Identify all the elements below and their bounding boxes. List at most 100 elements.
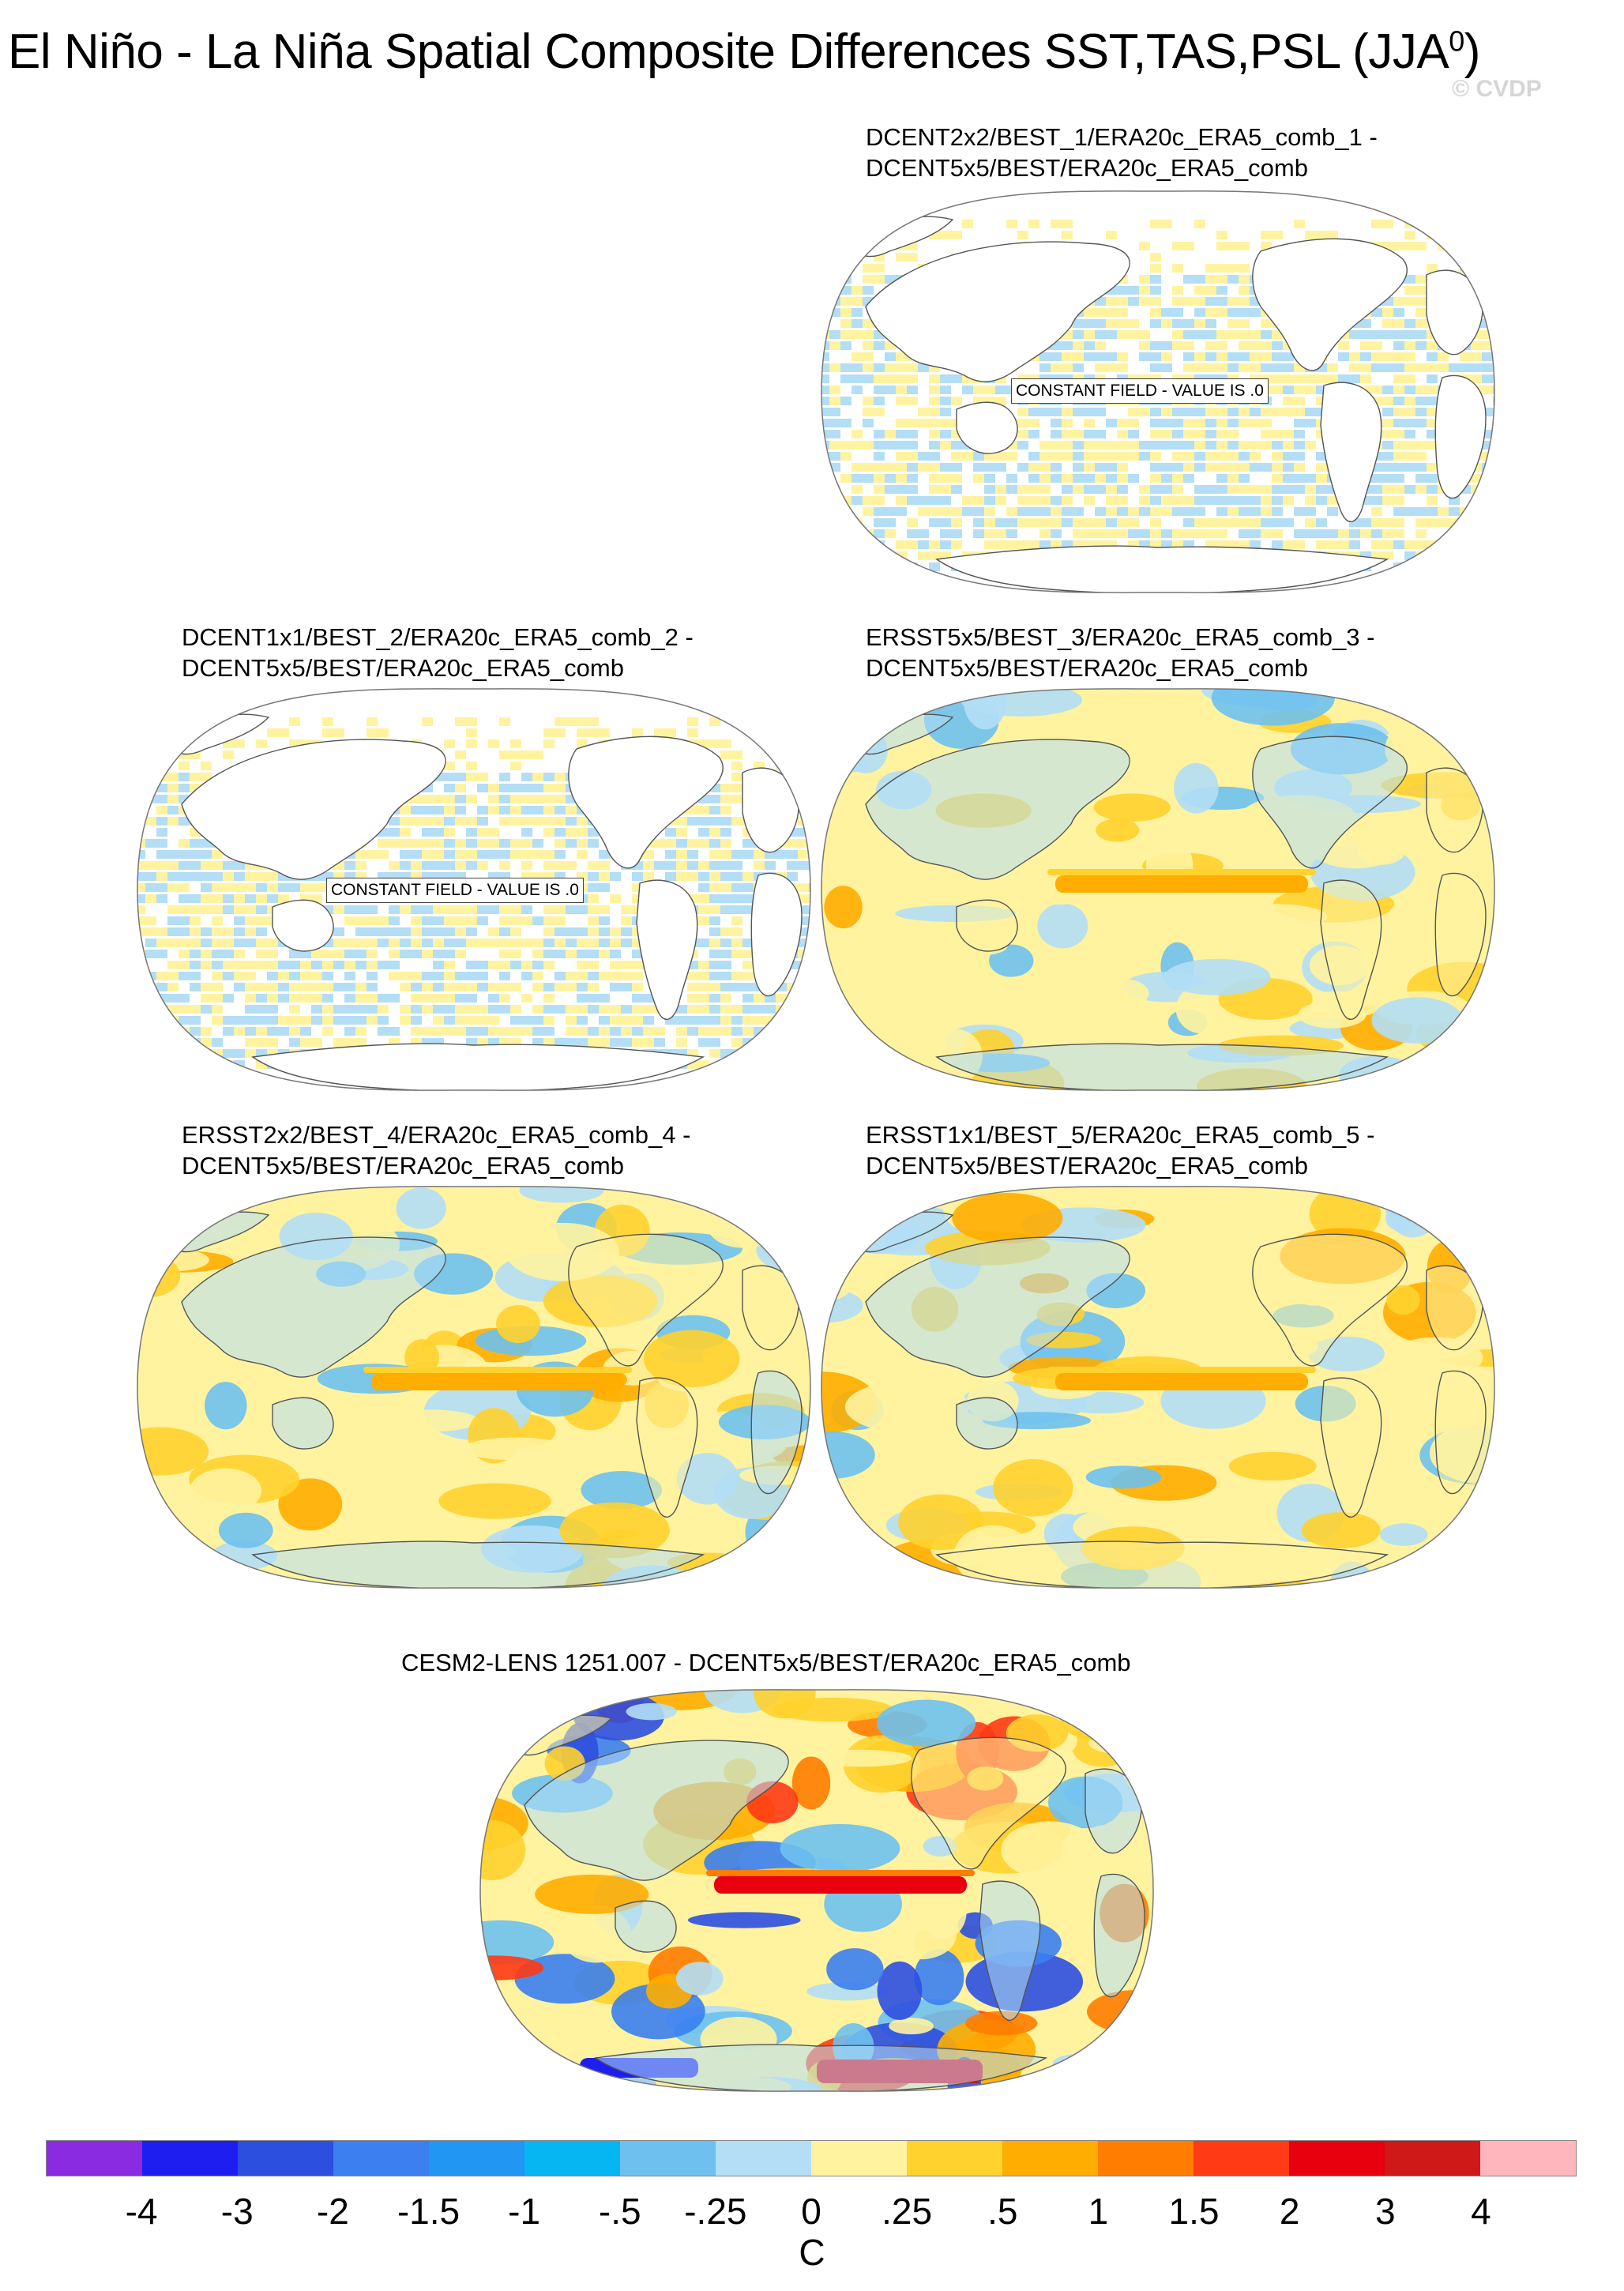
field-cell (1482, 562, 1493, 571)
field-cell (488, 916, 499, 925)
panel-3-title-line2: DCENT5x5/BEST/ERA20c_ERA5_comb (866, 654, 1308, 682)
field-cell (709, 1005, 720, 1014)
field-cell (1482, 242, 1493, 250)
field-cell (665, 850, 676, 859)
field-cell (1194, 253, 1205, 261)
field-cell (632, 983, 643, 991)
anomaly-patch (1085, 1465, 1162, 1489)
field-cell (874, 463, 885, 472)
field-cell (709, 806, 720, 814)
field-cell (687, 728, 698, 737)
field-cell (1305, 231, 1316, 239)
field-cell (1427, 529, 1438, 538)
field-cell (411, 1038, 422, 1047)
field-cell (687, 717, 698, 726)
field-cell (455, 728, 466, 737)
field-cell (709, 872, 720, 881)
field-cell (1028, 507, 1039, 516)
field-cell (167, 950, 179, 958)
field-cell (400, 728, 411, 737)
field-cell (322, 717, 333, 726)
field-cell (1283, 452, 1294, 461)
field-cell (355, 1005, 367, 1014)
panel-1-constant-note: CONSTANT FIELD - VALUE IS .0 (1011, 378, 1269, 404)
field-cell (742, 950, 754, 958)
field-cell (311, 1005, 322, 1014)
field-cell (411, 916, 422, 925)
field-cell (742, 861, 754, 870)
field-cell (488, 972, 499, 980)
field-cell (863, 452, 874, 461)
field-cell (433, 972, 444, 980)
field-cell (1205, 507, 1216, 516)
field-cell (1106, 496, 1117, 505)
field-cell (488, 939, 499, 947)
field-cell (1194, 430, 1205, 438)
field-cell (499, 762, 510, 770)
field-cell (278, 1016, 289, 1025)
field-cell (566, 927, 577, 936)
field-cell (1404, 286, 1415, 295)
field-cell (411, 905, 422, 914)
field-cell (455, 750, 466, 759)
field-cell (687, 1049, 698, 1058)
field-cell (1084, 430, 1095, 438)
coastline (1426, 1265, 1483, 1351)
field-cell (765, 1049, 776, 1058)
field-cell (400, 972, 411, 980)
field-cell (1415, 441, 1427, 450)
field-cell (455, 872, 466, 881)
field-cell (588, 961, 599, 969)
field-cell (1327, 220, 1338, 228)
field-cell (731, 883, 742, 892)
field-cell (1128, 408, 1139, 416)
field-cell (156, 950, 167, 958)
field-cell (1239, 352, 1250, 361)
field-cell (676, 872, 687, 881)
field-cell (444, 983, 455, 991)
field-cell (907, 485, 918, 494)
field-cell (1427, 374, 1438, 383)
field-cell (1316, 463, 1327, 472)
field-cell (1493, 485, 1494, 494)
field-cell (1250, 352, 1261, 361)
field-cell (720, 1038, 731, 1047)
field-cell (1415, 363, 1427, 372)
field-cell (433, 839, 444, 848)
field-cell (1017, 518, 1028, 527)
field-cell (1073, 485, 1084, 494)
field-cell (1017, 463, 1028, 472)
field-cell (422, 961, 433, 969)
field-cell (940, 518, 951, 527)
panel-1-title-line1: DCENT2x2/BEST_1/ERA20c_ERA5_comb_1 - (866, 123, 1378, 151)
field-cell (1006, 220, 1017, 228)
field-cell (1073, 430, 1084, 438)
field-cell (245, 994, 256, 1003)
field-cell (267, 728, 278, 737)
field-cell (400, 839, 411, 848)
field-cell (896, 408, 907, 416)
field-cell (765, 850, 776, 859)
anomaly-patch (643, 1330, 740, 1387)
field-cell (223, 1016, 234, 1025)
field-cell (851, 408, 863, 416)
equatorial-pacific-anomaly-edge (1047, 1367, 1316, 1373)
field-cell (821, 441, 829, 450)
anomaly-patch (1357, 833, 1407, 865)
field-cell (973, 474, 984, 483)
field-cell (156, 1027, 167, 1036)
field-cell (1006, 463, 1017, 472)
field-cell (687, 1005, 698, 1014)
field-cell (1382, 562, 1393, 571)
field-cell (278, 1005, 289, 1014)
field-cell (940, 507, 951, 516)
field-cell (1294, 518, 1305, 527)
field-cell (896, 474, 907, 483)
field-cell (510, 850, 521, 859)
anomaly-patch (1371, 997, 1464, 1044)
field-cell (1371, 386, 1382, 394)
colorbar-swatch (429, 2141, 524, 2176)
field-cell (433, 739, 444, 748)
field-cell (137, 806, 145, 814)
field-cell (1338, 352, 1349, 361)
